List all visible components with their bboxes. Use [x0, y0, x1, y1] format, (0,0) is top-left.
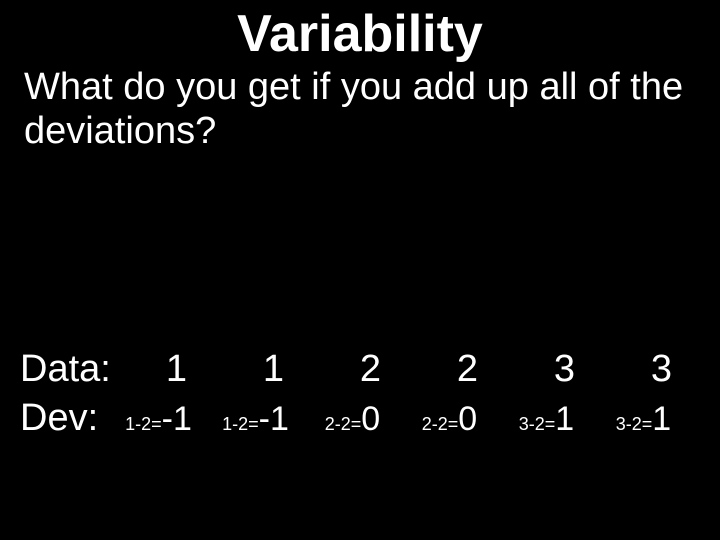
data-row: Data: 112233 — [20, 348, 710, 391]
deviation-expression: 2-2= — [325, 414, 362, 435]
data-values-container: 112233 — [128, 348, 710, 391]
deviation-result: 1 — [652, 400, 671, 439]
deviation-result: 0 — [361, 400, 380, 439]
deviation-row: Dev: 1-2=-11-2=-12-2=02-2=03-2=13-2=1 — [20, 397, 710, 440]
deviation-expression: 3-2= — [616, 414, 653, 435]
deviation-expression: 1-2= — [222, 414, 259, 435]
deviation-label: Dev: — [20, 397, 110, 440]
deviation-cell: 3-2=1 — [498, 400, 595, 439]
deviation-result: 0 — [458, 400, 477, 439]
slide-title: Variability — [0, 0, 720, 64]
deviation-cell: 1-2=-1 — [207, 400, 304, 439]
question-text: What do you get if you add up all of the… — [0, 66, 720, 153]
deviation-cell: 2-2=0 — [401, 400, 498, 439]
data-value: 2 — [322, 348, 419, 391]
deviation-cell: 1-2=-1 — [110, 400, 207, 439]
deviation-expression: 3-2= — [519, 414, 556, 435]
data-value: 1 — [225, 348, 322, 391]
deviation-cell: 3-2=1 — [595, 400, 692, 439]
deviation-expression: 2-2= — [422, 414, 459, 435]
data-value: 1 — [128, 348, 225, 391]
deviation-result: -1 — [162, 400, 192, 439]
data-value: 3 — [516, 348, 613, 391]
data-value: 2 — [419, 348, 516, 391]
data-value: 3 — [613, 348, 710, 391]
data-label: Data: — [20, 348, 128, 391]
deviation-cell: 2-2=0 — [304, 400, 401, 439]
deviation-result: -1 — [259, 400, 289, 439]
deviation-values-container: 1-2=-11-2=-12-2=02-2=03-2=13-2=1 — [110, 400, 710, 439]
deviation-result: 1 — [555, 400, 574, 439]
deviation-expression: 1-2= — [125, 414, 162, 435]
